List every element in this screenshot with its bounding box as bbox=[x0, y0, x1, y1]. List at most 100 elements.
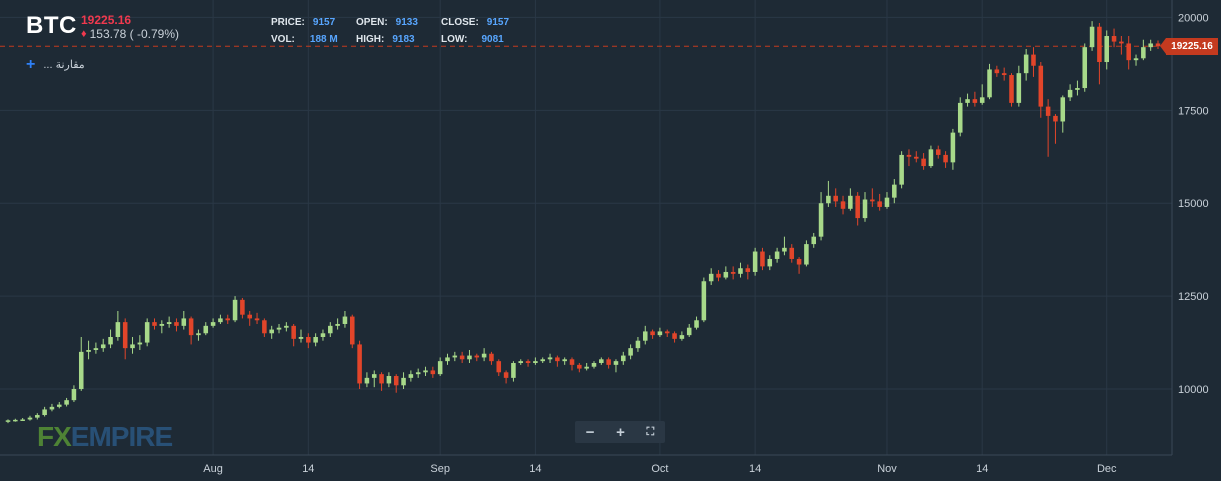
candle-up bbox=[108, 336, 113, 345]
candle-down bbox=[730, 271, 736, 274]
candle-down bbox=[672, 333, 677, 339]
candle-up bbox=[408, 374, 414, 378]
candle-up bbox=[1104, 36, 1109, 63]
candle-up bbox=[848, 195, 853, 209]
fxempire-logo: FXEMPIRE bbox=[37, 421, 173, 453]
x-tick-label: Dec bbox=[1097, 463, 1117, 475]
candle-up bbox=[1067, 89, 1073, 98]
candle-up bbox=[218, 318, 223, 323]
candle-up bbox=[628, 348, 633, 356]
candle-up bbox=[518, 361, 524, 364]
candle-up bbox=[71, 389, 77, 401]
x-tick-label: 14 bbox=[529, 463, 541, 475]
last-price-tag: 19225.16 bbox=[1160, 37, 1218, 55]
logo-fx: FX bbox=[37, 421, 72, 452]
candle-up bbox=[423, 370, 428, 373]
candle-up bbox=[862, 199, 868, 219]
candle-up bbox=[320, 333, 326, 337]
candle-up bbox=[540, 359, 545, 362]
candle-up bbox=[27, 417, 33, 420]
candle-up bbox=[49, 406, 55, 410]
candle-up bbox=[1148, 43, 1153, 48]
candle-down bbox=[650, 331, 655, 336]
candle-up bbox=[5, 420, 11, 422]
candle-down bbox=[935, 149, 941, 155]
candle-up bbox=[210, 322, 216, 326]
low-value: 9081 bbox=[481, 34, 504, 45]
candle-up bbox=[811, 236, 817, 245]
ohlc-vol: VOL: 188 M bbox=[271, 34, 338, 45]
candle-up bbox=[100, 344, 106, 349]
open-label: OPEN: bbox=[356, 17, 388, 28]
symbol-title: BTC bbox=[26, 12, 77, 39]
candle-down bbox=[225, 318, 231, 321]
candle-down bbox=[877, 201, 882, 207]
candle-up bbox=[364, 377, 370, 384]
candle-up bbox=[804, 244, 809, 265]
candle-up bbox=[415, 372, 421, 375]
candle-up bbox=[130, 344, 135, 349]
candle-down bbox=[188, 318, 194, 336]
candle-down bbox=[1031, 54, 1036, 66]
candle-up bbox=[965, 99, 970, 103]
candle-up bbox=[533, 361, 538, 364]
candle-up bbox=[115, 322, 121, 337]
candle-down bbox=[247, 314, 252, 319]
candle-down bbox=[393, 376, 399, 386]
candle-up bbox=[826, 195, 831, 204]
compare-button[interactable]: + ... مقارنة bbox=[26, 57, 85, 73]
candle-up bbox=[752, 251, 758, 272]
candle-down bbox=[921, 158, 926, 167]
grid-lines bbox=[0, 0, 1172, 455]
candle-down bbox=[855, 195, 860, 219]
candle-up bbox=[1075, 88, 1080, 90]
candle-down bbox=[262, 320, 267, 334]
candle-up bbox=[892, 184, 897, 198]
candle-up bbox=[708, 273, 714, 282]
candle-down bbox=[349, 316, 355, 345]
zoom-out-button[interactable]: − bbox=[585, 423, 595, 441]
zoom-in-button[interactable]: + bbox=[616, 423, 625, 441]
candle-up bbox=[401, 377, 406, 386]
candle-up bbox=[928, 149, 934, 167]
candle-up bbox=[57, 404, 62, 407]
candle-up bbox=[328, 325, 333, 334]
high-label: HIGH: bbox=[356, 34, 385, 45]
candle-down bbox=[1038, 65, 1044, 107]
candle-down bbox=[1009, 75, 1014, 103]
candle-down bbox=[840, 201, 846, 209]
candle-up bbox=[1133, 58, 1139, 61]
compare-label: ... مقارنة bbox=[43, 59, 85, 71]
candle-down bbox=[459, 355, 465, 360]
candle-down bbox=[870, 199, 875, 202]
candle-up bbox=[137, 342, 143, 345]
ohlc-price: PRICE: 9157 bbox=[271, 17, 335, 28]
candle-up bbox=[899, 154, 904, 185]
candle-down bbox=[1001, 73, 1007, 76]
candle-down bbox=[1053, 115, 1058, 122]
candle-up bbox=[467, 355, 472, 360]
candle-up bbox=[181, 318, 187, 326]
candle-down bbox=[943, 154, 948, 163]
x-tick-label: 14 bbox=[302, 463, 314, 475]
ohlc-close: CLOSE: 9157 bbox=[441, 17, 509, 28]
candle-down bbox=[1045, 106, 1051, 116]
candle-down bbox=[306, 336, 311, 343]
candle-up bbox=[284, 325, 289, 328]
fit-screen-button[interactable]: ⛶ bbox=[646, 425, 655, 438]
low-label: LOW: bbox=[441, 34, 468, 45]
candle-down bbox=[1155, 43, 1161, 47]
x-tick-label: Sep bbox=[430, 463, 450, 475]
candle-up bbox=[342, 316, 348, 324]
candle-up bbox=[621, 355, 626, 362]
candle-up bbox=[562, 359, 567, 362]
y-tick-label: 20000 bbox=[1178, 12, 1209, 24]
candle-up bbox=[313, 336, 318, 343]
candle-up bbox=[818, 203, 824, 237]
candle-up bbox=[445, 357, 450, 362]
candle-up bbox=[42, 409, 47, 416]
candle-up bbox=[335, 323, 340, 326]
candle-down bbox=[994, 69, 1000, 74]
price-value: 9157 bbox=[312, 17, 336, 28]
